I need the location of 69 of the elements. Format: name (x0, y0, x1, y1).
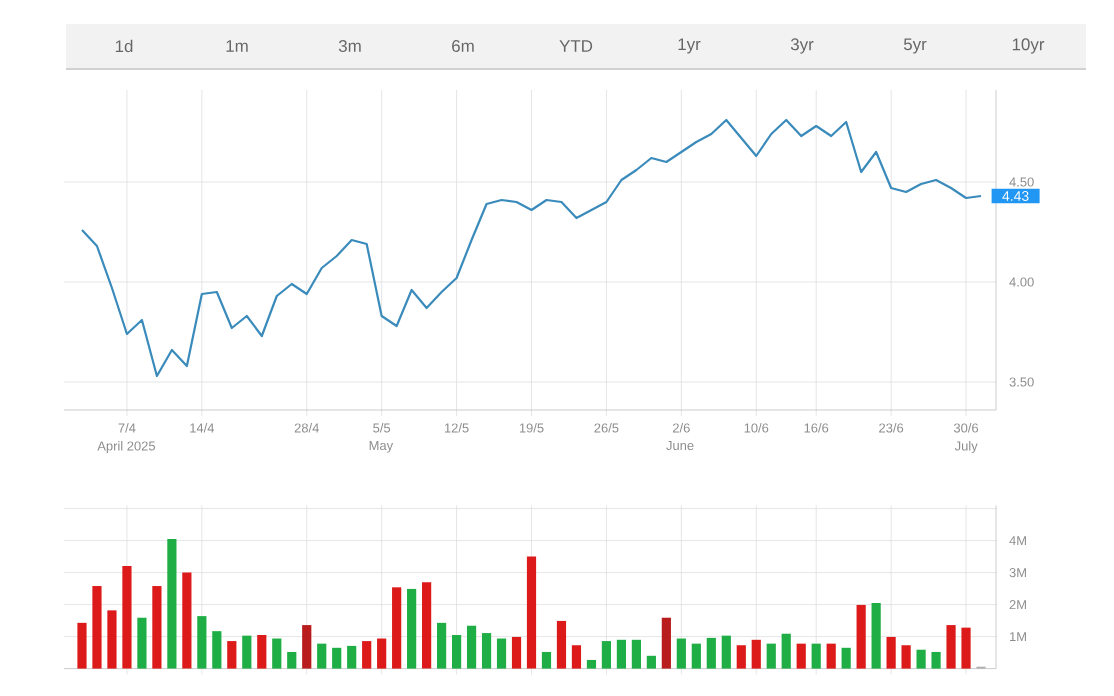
bar (272, 638, 282, 669)
bar (931, 651, 941, 669)
bar (796, 643, 806, 669)
bar (317, 643, 327, 669)
bar (916, 649, 926, 669)
bar (287, 651, 297, 669)
bar (781, 633, 791, 669)
bar (586, 659, 597, 669)
bar (766, 643, 776, 669)
bar (407, 588, 417, 669)
bar (571, 645, 582, 669)
bar (422, 582, 432, 669)
bar (92, 586, 102, 669)
bar (901, 645, 911, 669)
bar (541, 651, 552, 669)
bar (437, 622, 447, 669)
text: 6m (452, 40, 474, 52)
bar (242, 635, 252, 669)
bar (362, 641, 372, 669)
bar (496, 638, 507, 669)
bar (841, 647, 851, 669)
text: 10yr (1012, 38, 1045, 54)
text: 1yr (678, 38, 701, 54)
bar (526, 556, 537, 669)
bar (197, 616, 207, 669)
bar (601, 641, 612, 669)
bar (961, 627, 971, 669)
bar (946, 625, 956, 669)
bar (152, 586, 162, 669)
bar (302, 625, 312, 669)
bar (736, 645, 746, 669)
bar (706, 637, 716, 669)
bar (481, 633, 492, 669)
bar (77, 622, 87, 669)
text: 3m (338, 40, 361, 52)
text: YTD (559, 40, 593, 52)
bar (122, 565, 132, 669)
bar (871, 603, 881, 669)
text: 3yr (790, 38, 814, 54)
bar (332, 647, 342, 669)
bar (227, 641, 237, 669)
bar (646, 655, 656, 669)
bar (676, 638, 686, 669)
bar (856, 604, 866, 669)
bar (826, 643, 836, 669)
bar (811, 643, 821, 669)
text: 1m (226, 40, 248, 52)
text: 1d (115, 39, 133, 53)
bar (182, 572, 192, 669)
bar (511, 636, 522, 669)
bar (886, 636, 896, 669)
bar (377, 638, 387, 669)
bar (392, 587, 402, 669)
bar (721, 635, 731, 669)
text: 5yr (903, 38, 927, 54)
bar (167, 539, 177, 669)
bar (556, 620, 567, 669)
bar (347, 645, 357, 669)
bar (212, 631, 222, 669)
bar (751, 639, 761, 669)
bar (137, 617, 147, 669)
bar (257, 635, 267, 669)
bar (661, 617, 671, 669)
bar (451, 635, 462, 669)
bar (616, 639, 627, 669)
bar (631, 639, 641, 669)
bar (466, 625, 477, 669)
bar (107, 610, 117, 669)
bar (691, 643, 701, 669)
